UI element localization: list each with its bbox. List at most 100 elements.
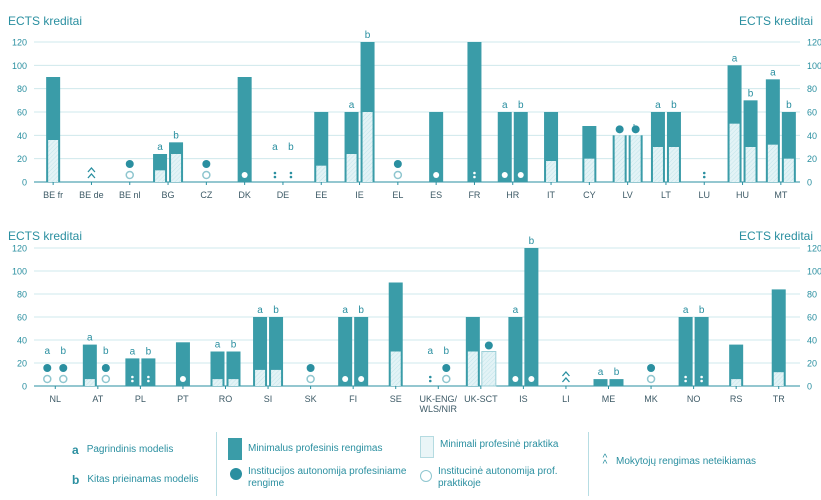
y-tick-label-left: 100 — [12, 267, 27, 277]
model-label: b — [748, 88, 754, 99]
bar-minimum-training — [513, 112, 528, 182]
bar-minimum-training — [314, 112, 329, 182]
bar-minimum-practice — [212, 379, 223, 386]
y-tick-label-right: 80 — [807, 290, 817, 300]
bar-minimum-practice — [362, 112, 373, 182]
y-tick-label-right: 40 — [807, 131, 817, 141]
swatch-minimum-practice — [420, 436, 434, 458]
y-tick-label-left: 60 — [17, 108, 27, 118]
model-label: b — [103, 346, 109, 357]
bar-minimum-practice — [228, 379, 239, 386]
practice-autonomy-open-dot — [125, 170, 134, 180]
bar-minimum-training — [729, 344, 744, 386]
small-dot — [700, 379, 703, 383]
small-dot — [702, 175, 706, 179]
practice-autonomy-dot — [241, 172, 248, 178]
model-label: b — [231, 340, 237, 351]
y-tick-label-left: 0 — [22, 382, 27, 392]
legend-label-model-a: Pagrindinis modelis — [86, 444, 174, 455]
model-label: b — [443, 346, 449, 357]
x-tick-label: HU — [736, 190, 749, 200]
not-offered-caret — [87, 173, 96, 179]
small-dot — [131, 375, 134, 379]
x-tick-label: BE fr — [43, 190, 63, 200]
y-tick-label-left: 0 — [22, 178, 27, 188]
institution-autonomy-dot — [631, 125, 640, 134]
model-label: b — [146, 346, 152, 357]
swatch-minimum-training — [228, 438, 242, 460]
institution-autonomy-dot — [59, 364, 68, 372]
x-tick-label: IE — [355, 190, 364, 200]
small-dot — [428, 379, 432, 383]
legend-label-not-offered: Mokytojų rengimas neteikiamas — [616, 456, 757, 467]
x-tick-label: EL — [392, 190, 403, 200]
practice-autonomy-open-dot — [59, 374, 68, 384]
practice-autonomy-open-dot — [101, 374, 111, 384]
not-offered-caret — [87, 167, 96, 173]
y-tick-label-right: 60 — [807, 313, 817, 323]
x-tick-label: DK — [238, 190, 251, 200]
x-tick-label: LI — [562, 394, 570, 404]
model-label: b — [518, 100, 524, 111]
x-tick-label: FI — [349, 394, 357, 404]
bar-minimum-practice — [614, 135, 625, 182]
bar-minimum-training — [82, 344, 97, 386]
x-tick-label: EE — [315, 190, 327, 200]
y-tick-label-right: 120 — [807, 38, 821, 48]
institution-autonomy-dot — [647, 364, 656, 372]
bar-minimum-training — [467, 42, 482, 182]
model-label: b — [273, 305, 279, 316]
bar-minimum-training — [354, 317, 369, 386]
model-label: a — [513, 305, 519, 316]
not-offered-caret — [561, 377, 570, 383]
small-dot — [684, 375, 687, 379]
legend-autonomy-training: Institucijos autonomija profesiniame ren… — [230, 466, 420, 490]
bar-minimum-practice — [48, 140, 59, 182]
bar-minimum-practice — [467, 351, 478, 386]
x-tick-label: RO — [219, 394, 233, 404]
legend-key-a: a — [72, 443, 79, 457]
bar-minimum-practice — [773, 372, 784, 386]
small-dot — [273, 175, 277, 179]
bar-minimum-practice — [546, 161, 557, 182]
institution-autonomy-dot — [615, 125, 624, 134]
model-label: a — [215, 340, 221, 351]
legend-minimum-training: Minimalus profesinis rengimas — [228, 438, 383, 460]
x-tick-label: BE de — [79, 190, 104, 200]
y-tick-label-right: 100 — [807, 267, 821, 277]
y-tick-label-right: 80 — [807, 84, 817, 94]
x-tick-label: WLS/NIR — [420, 404, 458, 414]
bar-minimum-practice — [745, 147, 756, 182]
small-dot — [684, 379, 687, 383]
small-dot — [473, 171, 476, 175]
x-tick-label: SE — [390, 394, 402, 404]
x-tick-label: CY — [583, 190, 596, 200]
y-axis-title-right: ECTS kreditai — [739, 14, 813, 28]
bar-minimum-training — [125, 358, 140, 386]
bar-practice-outline — [481, 351, 497, 387]
x-tick-label: RS — [730, 394, 743, 404]
model-label: a — [272, 142, 278, 153]
small-dot — [428, 375, 432, 379]
practice-autonomy-dot — [358, 376, 365, 382]
legend-model-b: b Kitas prieinamas modelis — [72, 474, 199, 486]
practice-autonomy-open-dot — [202, 170, 211, 180]
bar-minimum-training — [175, 342, 190, 386]
practice-autonomy-open-dot — [393, 170, 403, 180]
practice-autonomy-dot — [512, 376, 519, 382]
model-label: a — [598, 367, 604, 378]
bar-minimum-practice — [767, 144, 778, 182]
x-tick-label: LU — [698, 190, 710, 200]
small-dot — [147, 375, 150, 379]
y-tick-label-right: 60 — [807, 108, 817, 118]
bar-minimum-training — [678, 317, 693, 386]
bar-minimum-training — [771, 289, 786, 386]
bar-minimum-training — [508, 317, 523, 386]
bar-minimum-training — [210, 351, 225, 386]
x-tick-label: MT — [774, 190, 787, 200]
practice-autonomy-dot — [179, 376, 186, 382]
bar-minimum-practice — [668, 147, 679, 182]
y-axis-title-right: ECTS kreditai — [739, 229, 813, 243]
small-dot — [289, 175, 293, 179]
open-dot-icon — [420, 470, 432, 482]
